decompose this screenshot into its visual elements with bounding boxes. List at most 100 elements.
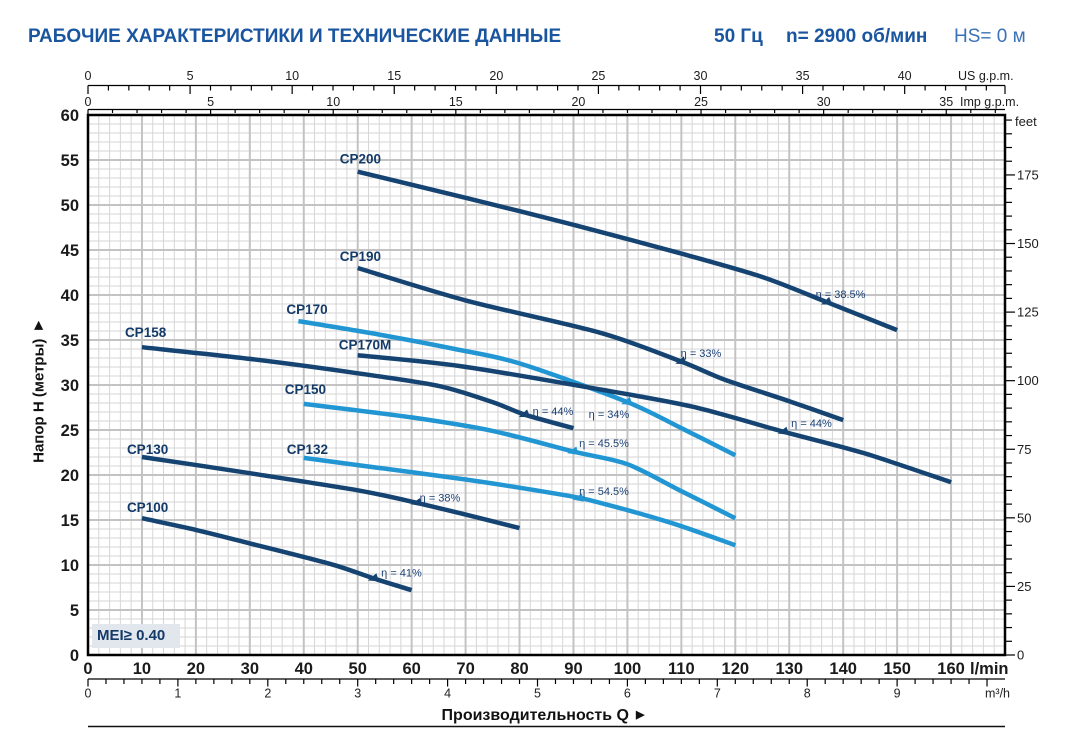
y-axis-label: 0 xyxy=(70,647,79,665)
imp-label: 5 xyxy=(207,95,214,109)
x-axis-unit: l/min xyxy=(970,660,1009,678)
imp-label: 20 xyxy=(571,95,585,109)
curve-label-CP170: CP170 xyxy=(286,302,327,317)
y-axis-label: 50 xyxy=(61,197,79,215)
m3h-label: 2 xyxy=(264,687,271,701)
us-unit: US g.p.m. xyxy=(958,69,1014,83)
us-label: 25 xyxy=(591,69,605,83)
m3h-label: 9 xyxy=(894,687,901,701)
efficiency-label-CP170M: η = 44% xyxy=(791,418,832,430)
x-axis-label: 60 xyxy=(402,660,420,678)
x-axis-label: 110 xyxy=(668,660,695,678)
m3h-label: 4 xyxy=(444,687,451,701)
imp-label: 35 xyxy=(939,95,953,109)
x-axis-label: 80 xyxy=(510,660,528,678)
efficiency-label-CP190: η = 33% xyxy=(681,348,722,360)
plot-border xyxy=(86,113,1007,657)
x-axis-label: 10 xyxy=(133,660,151,678)
curve-CP130 xyxy=(141,454,521,531)
us-label: 30 xyxy=(694,69,708,83)
curve-label-CP132: CP132 xyxy=(287,442,328,457)
x-axis-label: 100 xyxy=(614,660,642,678)
efficiency-marker-CP150 xyxy=(567,446,579,455)
feet-label: 50 xyxy=(1017,510,1031,525)
efficiency-label-CP132: η = 54.5% xyxy=(579,486,629,498)
curve-label-CP170M: CP170M xyxy=(339,337,392,352)
m3h-label: 5 xyxy=(534,687,541,701)
imp-label: 10 xyxy=(326,95,340,109)
m3h-label: 8 xyxy=(804,687,811,701)
curve-label-CP190: CP190 xyxy=(340,249,381,264)
feet-label: 25 xyxy=(1017,579,1031,594)
imp-label: 15 xyxy=(449,95,463,109)
efficiency-label-CP200: η = 38.5% xyxy=(816,289,866,301)
y-axis-label: 60 xyxy=(61,107,79,125)
y-axis-title: Напор H (метры)▶ xyxy=(30,321,48,463)
us-label: 40 xyxy=(898,69,912,83)
imp-label: 25 xyxy=(694,95,708,109)
efficiency-marker-CP200 xyxy=(820,296,833,305)
x-axis-label: 20 xyxy=(187,660,205,678)
efficiency-marker-CP170 xyxy=(621,396,633,405)
y-axis-label: 10 xyxy=(61,557,79,575)
efficiency-label-CP158: η = 44% xyxy=(533,406,574,418)
us-label: 15 xyxy=(387,69,401,83)
efficiency-marker-CP190 xyxy=(675,356,687,365)
feet-label: 100 xyxy=(1017,373,1039,388)
feet-label: 75 xyxy=(1017,442,1031,457)
y-axis-label: 45 xyxy=(61,242,79,260)
imp-label: 30 xyxy=(817,95,831,109)
speed-label: n= 2900 об/мин xyxy=(786,26,928,47)
x-axis-label: 70 xyxy=(456,660,474,678)
suction-head-label: HS= 0 м xyxy=(954,26,1026,47)
x-axis-label: 120 xyxy=(722,660,750,678)
efficiency-marker-CP100 xyxy=(367,573,380,582)
efficiency-marker-CP130 xyxy=(410,497,422,507)
feet-label: 150 xyxy=(1017,236,1039,251)
frequency-label: 50 Гц xyxy=(714,26,763,47)
m3h-label: 1 xyxy=(174,687,181,701)
m3h-label: 0 xyxy=(85,687,92,701)
curve-label-CP158: CP158 xyxy=(125,325,167,340)
curve-label-CP150: CP150 xyxy=(285,382,326,397)
up-arrow-icon: ▶ xyxy=(32,321,45,330)
curve-label-CP130: CP130 xyxy=(127,442,168,457)
x-axis-label: 160 xyxy=(937,660,965,678)
curve-CP170M xyxy=(357,353,952,485)
page-title: РАБОЧИЕ ХАРАКТЕРИСТИКИ И ТЕХНИЧЕСКИЕ ДАН… xyxy=(28,26,562,47)
x-axis-label: 130 xyxy=(775,660,803,678)
x-axis-label: 150 xyxy=(883,660,911,678)
us-label: 0 xyxy=(85,69,92,83)
y-axis-label: 40 xyxy=(61,287,79,305)
y-axis-label: 30 xyxy=(61,377,79,395)
m3h-label: 6 xyxy=(624,687,631,701)
curve-CP132 xyxy=(303,455,737,548)
us-label: 35 xyxy=(796,69,810,83)
imp-unit: Imp g.p.m. xyxy=(960,95,1019,109)
y-axis-label: 25 xyxy=(61,422,79,440)
us-label: 20 xyxy=(489,69,503,83)
x-axis-title: Производительность Q ▶ xyxy=(441,707,645,724)
m3h-label: 7 xyxy=(714,687,721,701)
efficiency-label-CP150: η = 45.5% xyxy=(579,438,629,450)
curve-CP150 xyxy=(303,401,737,521)
feet-label: 125 xyxy=(1017,305,1039,320)
x-axis-label: 50 xyxy=(349,660,367,678)
m3h-label: 3 xyxy=(354,687,361,701)
curve-label-CP100: CP100 xyxy=(127,500,168,515)
us-label: 10 xyxy=(285,69,299,83)
y-axis-label: 5 xyxy=(70,602,79,620)
efficiency-marker-CP132 xyxy=(572,493,584,502)
y-axis-label: 55 xyxy=(61,152,79,170)
m3h-unit: m³/h xyxy=(985,687,1010,701)
x-axis-label: 30 xyxy=(241,660,259,678)
efficiency-label-CP170: η = 34% xyxy=(589,409,630,421)
y-axis-label: 20 xyxy=(61,467,79,485)
x-axis-label: 90 xyxy=(564,660,582,678)
x-axis-label: 140 xyxy=(829,660,857,678)
feet-label: 0 xyxy=(1017,648,1024,663)
efficiency-label-CP100: η = 41% xyxy=(381,568,422,580)
y-axis-label: 35 xyxy=(61,332,79,350)
